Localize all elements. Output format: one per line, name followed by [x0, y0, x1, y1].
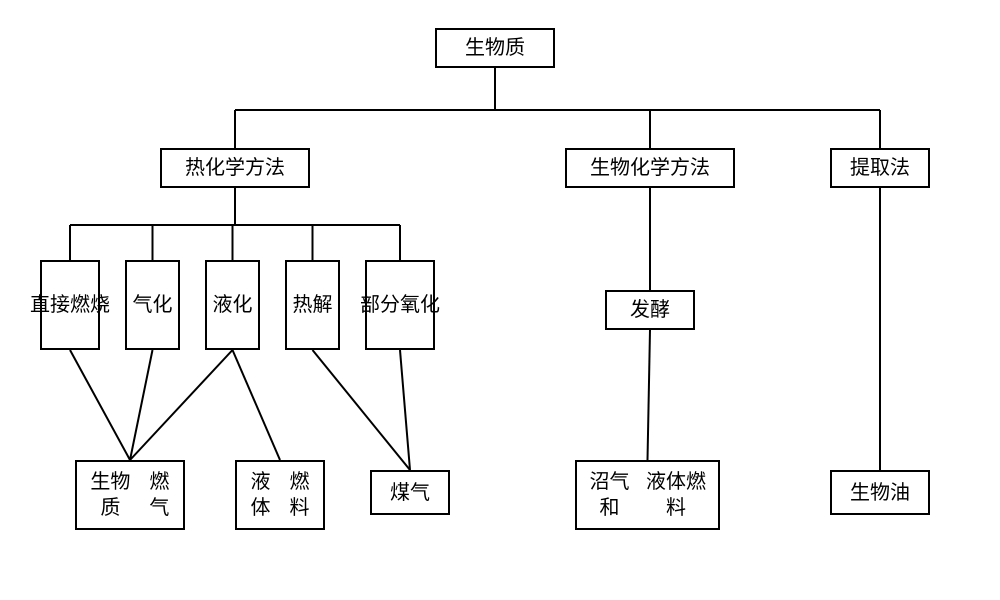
node-text: 烧 [90, 292, 110, 318]
node-text: 解 [313, 292, 333, 318]
node-coal_gas: 煤气 [370, 470, 450, 515]
node-ferment: 发酵 [605, 290, 695, 330]
node-text: 化 [420, 292, 440, 318]
node-liquefy: 液化 [205, 260, 260, 350]
node-bio_oil: 生物油 [830, 470, 930, 515]
node-text: 燃 [70, 292, 90, 318]
node-text: 化 [153, 292, 173, 318]
node-text: 气 [133, 292, 153, 318]
node-liquid_fuel: 液体燃料 [235, 460, 325, 530]
node-combustion: 直接燃烧 [40, 260, 100, 350]
node-thermo: 热化学方法 [160, 148, 310, 188]
node-gasify: 气化 [125, 260, 180, 350]
node-text: 化 [233, 292, 253, 318]
node-text: 沼气和 [581, 469, 638, 521]
node-text: 热 [293, 292, 313, 318]
node-text: 燃料 [280, 469, 319, 521]
node-text: 液 [213, 292, 233, 318]
node-pyrolysis: 热解 [285, 260, 340, 350]
node-text: 液体 [241, 469, 280, 521]
node-partial_ox: 部分氧化 [365, 260, 435, 350]
node-text: 生物质 [81, 469, 140, 521]
node-text: 燃气 [140, 469, 179, 521]
node-text: 直 [30, 292, 50, 318]
node-biogas: 生物质燃气 [75, 460, 185, 530]
node-biogas_liq: 沼气和液体燃料 [575, 460, 720, 530]
node-text: 部 [360, 292, 380, 318]
node-text: 分 [380, 292, 400, 318]
node-biochem: 生物化学方法 [565, 148, 735, 188]
node-text: 氧 [400, 292, 420, 318]
node-extract: 提取法 [830, 148, 930, 188]
node-text: 液体燃料 [638, 469, 714, 521]
node-text: 接 [50, 292, 70, 318]
node-root: 生物质 [435, 28, 555, 68]
